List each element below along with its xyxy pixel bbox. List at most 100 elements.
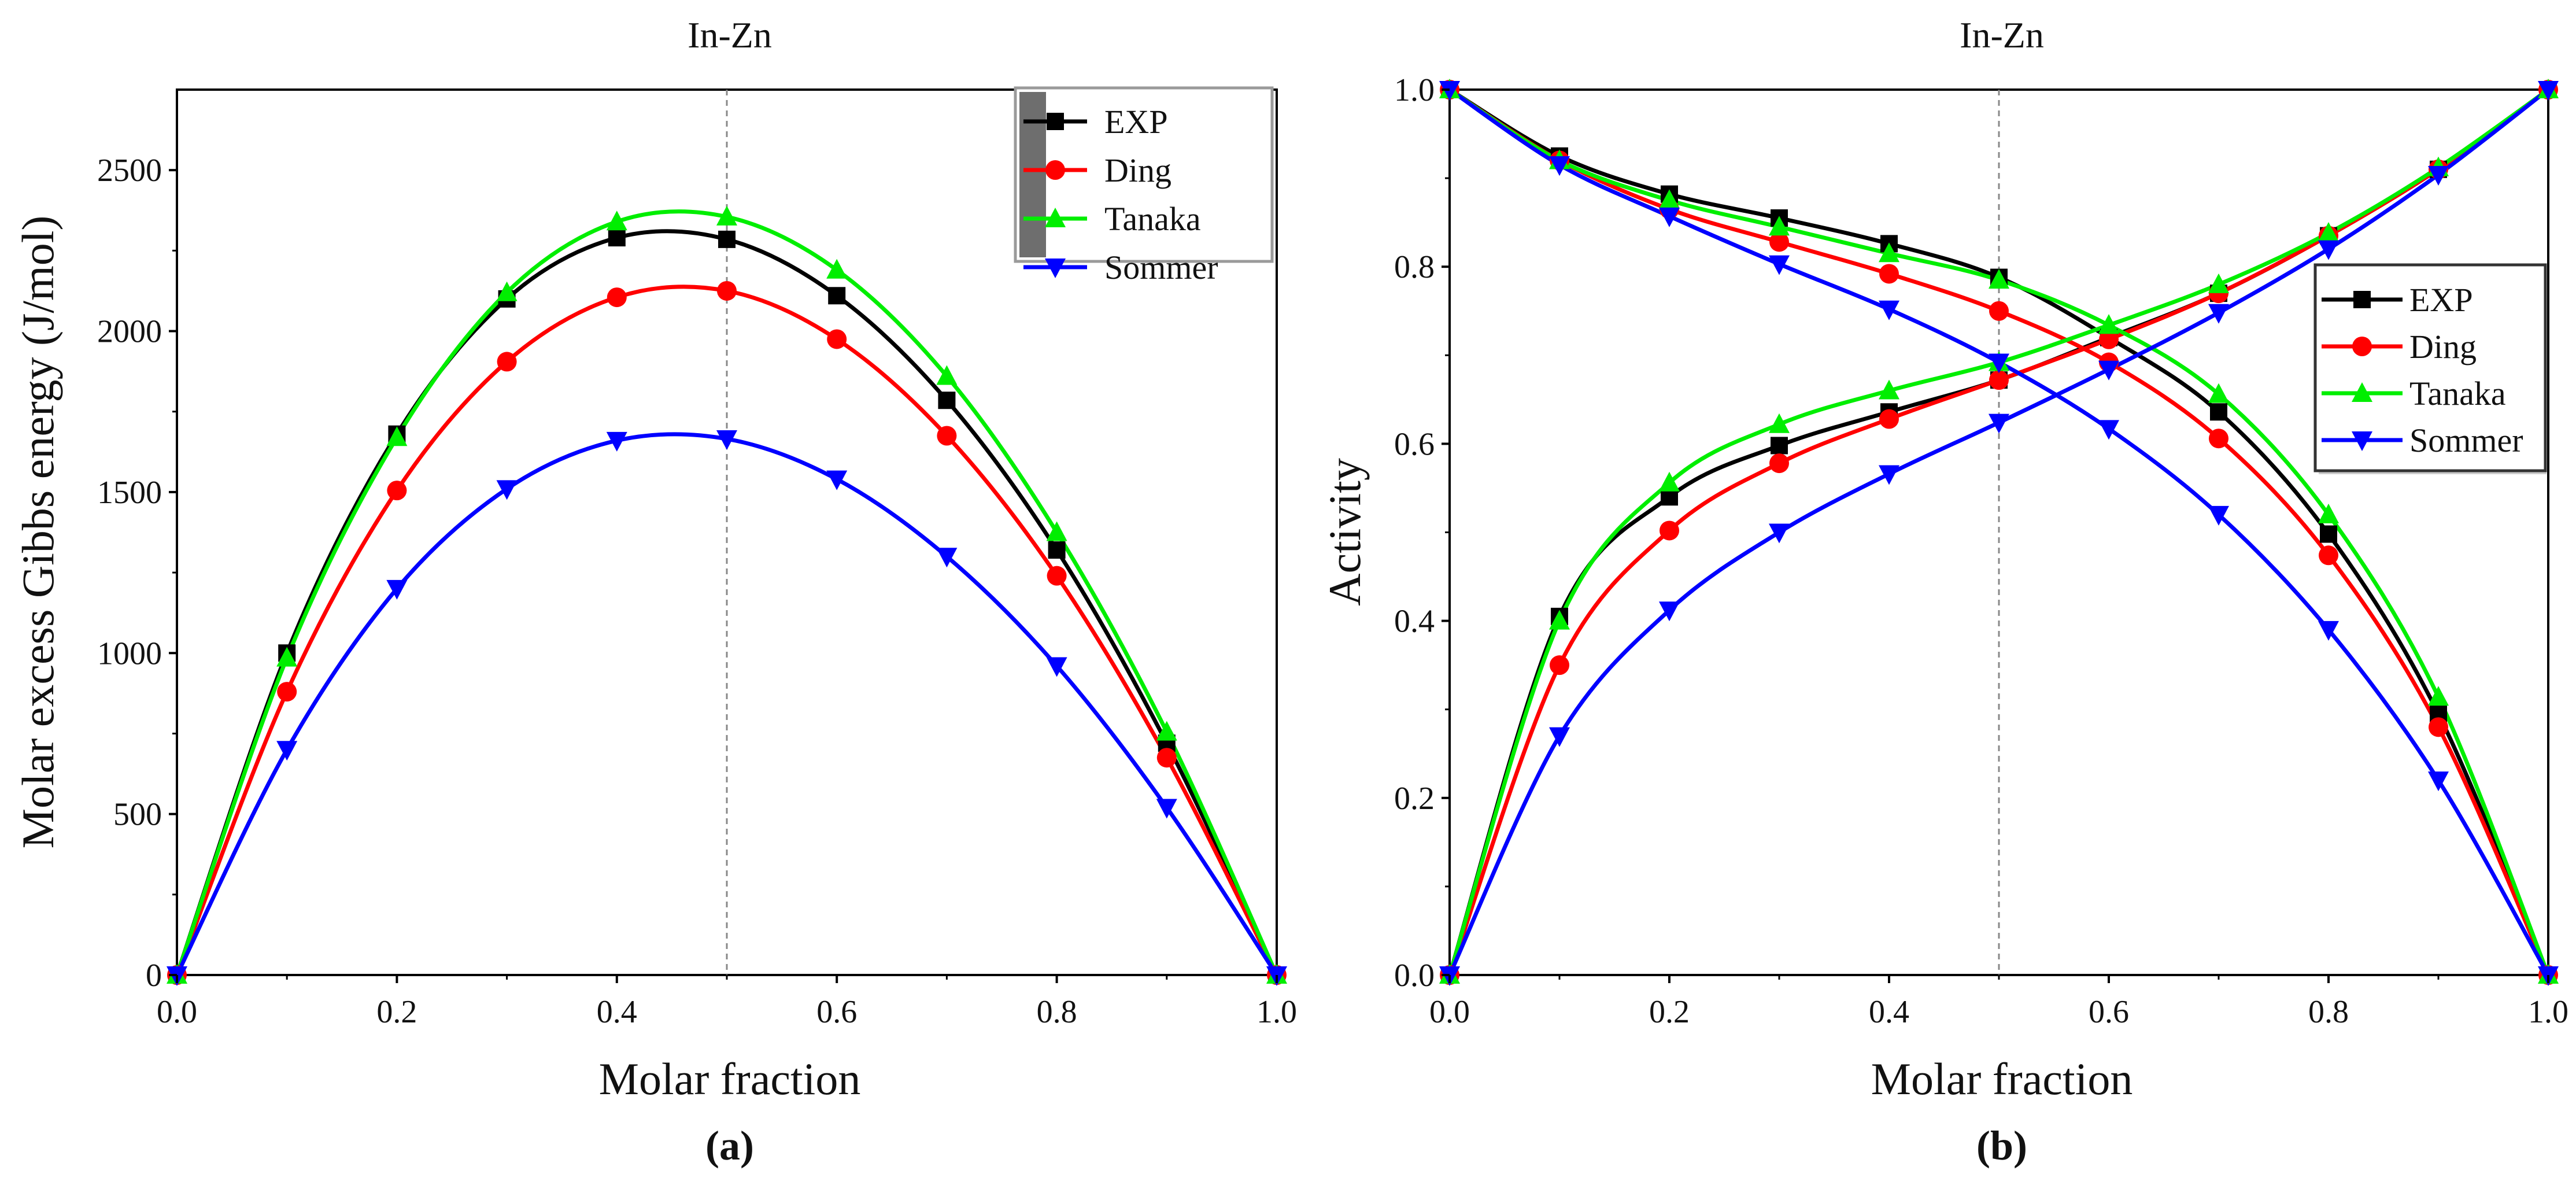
pa-y-tick-label: 2000 (97, 314, 162, 350)
pa-point-ding (1156, 748, 1177, 768)
pa-x-tick-label: 0.6 (816, 994, 857, 1030)
pa-point-sommer (606, 431, 627, 452)
pa-x-tick-label: 1.0 (1256, 994, 1297, 1030)
pb-point-ding (2209, 429, 2228, 449)
panel-a-x-axis: 0.0 0.2 0.4 0.6 0.8 1.0 (157, 975, 1297, 1030)
pb-line-sommer (1448, 88, 2551, 976)
pa-point-exp (938, 392, 956, 409)
panel-b-title: In-Zn (1960, 14, 2044, 56)
pb-y-tick-label: 0.6 (1394, 426, 1435, 462)
pb-line-tanaka (1447, 88, 2550, 976)
pa-point-ding (387, 481, 407, 501)
panel-a-series-markers (167, 205, 1287, 986)
pb-point-sommer (1879, 465, 1899, 485)
panel-a-legend-shadow (1019, 92, 1046, 257)
pb-point-tanaka (2098, 314, 2119, 334)
panel-a-label: (a) (705, 1122, 754, 1169)
panel-a-y-axis: 0 500 1000 1500 2000 2500 (97, 153, 177, 994)
pb-point-sommer (2098, 420, 2119, 440)
pb-x-tick-label: 0.8 (2308, 994, 2349, 1030)
pa-point-sommer (716, 430, 737, 450)
pb-point-tanaka (2428, 686, 2449, 706)
panel-a: 0.0 0.2 0.4 0.6 0.8 1.0 05001000150020002500 … (13, 14, 1297, 1169)
panel-b-y-label: Activity (1320, 458, 1370, 606)
pa-point-tanaka (1156, 721, 1177, 741)
pb-point-sommer (2098, 360, 2119, 381)
pb-point-sommer (1659, 207, 1680, 227)
pb-point-tanaka (1769, 413, 1790, 433)
pb-point-sommer (1769, 255, 1790, 275)
pa-point-exp (608, 229, 626, 247)
pb-point-exp (2210, 403, 2227, 421)
pb-legend-marker-tanaka (2352, 382, 2372, 402)
pb-point-tanaka (1879, 242, 1899, 263)
pb-point-ding (1879, 409, 1899, 429)
panel-b: 0.0 0.2 0.4 0.6 0.8 1.0 0.0 0.2 0.4 0.6 0.8 1.0 In… (1320, 14, 2568, 1169)
pa-y-tick-label: 2500 (97, 153, 162, 189)
pa-point-ding (1047, 566, 1067, 586)
panel-a-title: In-Zn (688, 14, 772, 56)
pb-point-ding (1879, 264, 1899, 284)
pb-point-sommer (1989, 413, 2009, 434)
panel-a-legend-items: EXP Ding Tanaka Sommer (1023, 103, 1218, 286)
pa-point-tanaka (936, 365, 958, 385)
panel-b-legend-items: EXP Ding Tanaka Sommer (2322, 281, 2523, 459)
pb-point-tanaka (1549, 610, 1570, 630)
pb-legend-label-ding: Ding (2409, 328, 2477, 365)
pb-y-tick-label: 0.4 (1394, 604, 1435, 640)
pb-point-sommer (2318, 240, 2339, 260)
pb-legend-label-tanaka: Tanaka (2409, 375, 2506, 412)
pa-point-ding (607, 287, 627, 308)
pb-point-tanaka (2208, 273, 2229, 293)
pb-y-tick-label: 0.0 (1394, 958, 1435, 994)
pa-point-tanaka (496, 281, 518, 301)
pb-point-ding (1660, 520, 1679, 541)
panel-b-label: (b) (1976, 1122, 2027, 1169)
pa-point-sommer (826, 470, 848, 490)
pb-point-sommer (2428, 165, 2449, 186)
pa-y-tick-label: 0 (146, 958, 162, 994)
pa-point-tanaka (826, 259, 848, 279)
pa-legend-label-sommer: Sommer (1104, 249, 1218, 286)
pa-x-tick-label: 0.8 (1037, 994, 1077, 1030)
pa-point-sommer (276, 741, 298, 761)
pa-legend-marker-ding (1045, 160, 1065, 180)
panel-b-legend: EXP Ding Tanaka Sommer (2313, 263, 2547, 474)
pb-line-exp (1448, 88, 2551, 976)
pb-x-tick-label: 0.0 (1429, 994, 1470, 1030)
pa-legend-label-exp: EXP (1104, 103, 1168, 141)
pb-line-tanaka (1448, 88, 2551, 976)
pa-point-tanaka (1046, 521, 1067, 541)
pb-point-tanaka (1659, 189, 1680, 209)
pb-point-ding (2099, 329, 2119, 349)
pa-legend-marker-exp (1047, 113, 1064, 130)
panel-b-x-label: Molar fraction (1871, 1054, 2133, 1104)
pb-legend-marker-sommer (2352, 431, 2372, 451)
pb-y-tick-label: 0.8 (1394, 249, 1435, 285)
pb-y-tick-label: 0.2 (1394, 781, 1435, 817)
pb-legend-label-exp: EXP (2409, 281, 2473, 319)
pb-point-exp (1771, 437, 1788, 455)
pa-x-tick-label: 0.0 (157, 994, 197, 1030)
pa-point-tanaka (276, 647, 298, 667)
pb-point-sommer (1989, 353, 2009, 374)
pa-point-tanaka (386, 426, 408, 446)
pb-point-tanaka (2318, 222, 2339, 242)
pa-legend-label-ding: Ding (1104, 152, 1171, 189)
panel-b-series-markers (1439, 79, 2559, 986)
panel-a-y-label: Molar excess Gibbs energy (J/mol) (13, 216, 63, 849)
pb-point-sommer (2428, 771, 2449, 792)
pa-point-ding (497, 352, 517, 372)
pb-point-tanaka (1989, 269, 2009, 289)
pa-y-tick-label: 1000 (97, 636, 162, 671)
pb-x-tick-label: 0.2 (1649, 994, 1690, 1030)
pb-point-sommer (1549, 727, 1570, 747)
pb-point-sommer (2318, 621, 2339, 641)
pb-point-ding (1989, 370, 2009, 390)
pa-point-ding (717, 280, 737, 301)
pa-point-sommer (496, 480, 518, 500)
pb-point-ding (2319, 545, 2338, 566)
pb-point-tanaka (1879, 379, 1899, 400)
